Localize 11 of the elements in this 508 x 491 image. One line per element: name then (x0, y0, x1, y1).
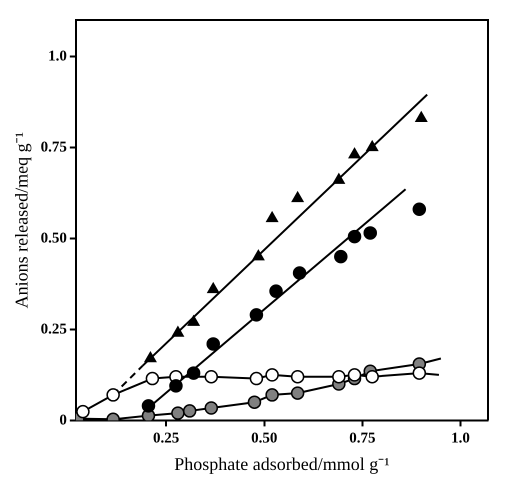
y-tick-label: 1.0 (48, 48, 67, 64)
x-tick-label: 0.25 (153, 430, 180, 446)
x-axis-title: Phosphate adsorbed/mmol g⁻¹ (174, 454, 390, 474)
y-axis-title: Anions released/meq g⁻¹ (12, 132, 32, 308)
x-tick-label: 0.75 (349, 430, 376, 446)
y-tick-label: 0.25 (40, 321, 67, 338)
y-tick-label: 0 (59, 412, 67, 428)
y-tick-label: 0.75 (40, 139, 67, 156)
x-tick-label: 0.50 (251, 430, 278, 446)
x-tick-label: 1.0 (451, 430, 470, 446)
y-tick-label: 0.50 (40, 230, 67, 246)
